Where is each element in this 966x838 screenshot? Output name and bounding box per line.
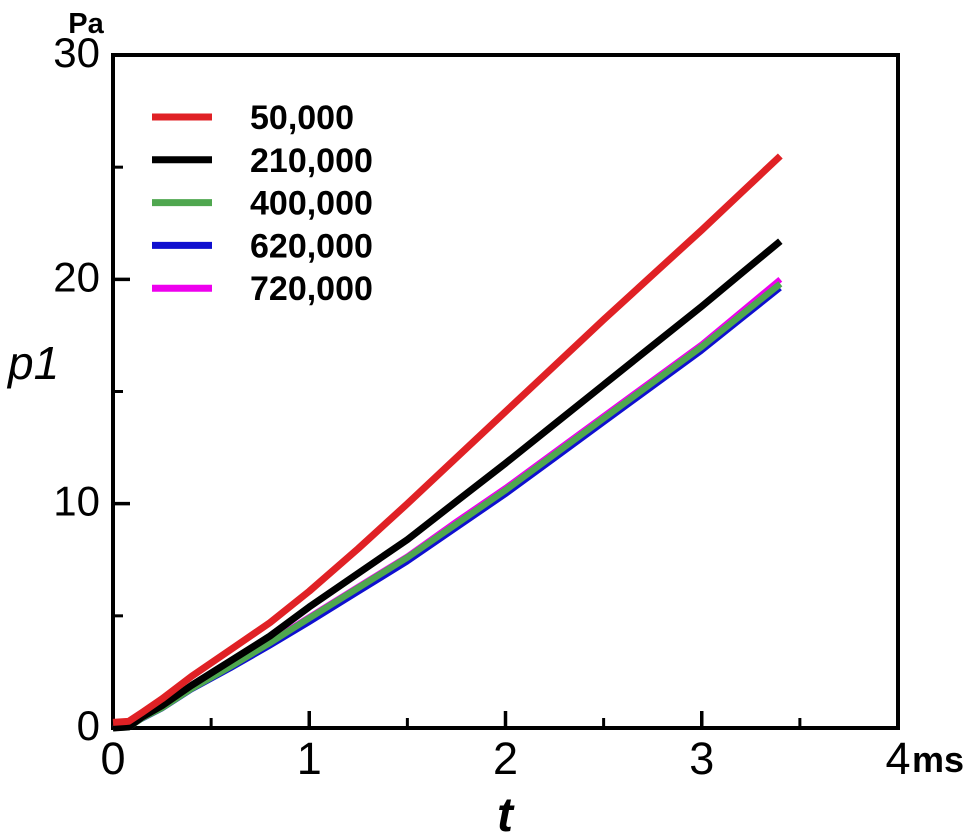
x-tick-label: 4 [885,733,910,784]
x-axis-unit-label: ms [912,739,964,780]
series-line-50,000 [112,153,783,726]
y-tick-label: 10 [53,478,100,525]
y-axis-unit-label: Pa [68,8,104,40]
x-tick-label: 2 [493,733,518,784]
x-axis-title: t [497,789,515,838]
legend-label-210,000: 210,000 [250,142,373,180]
legend-label-400,000: 400,000 [250,185,373,223]
y-axis-title: p1 [6,337,59,389]
series-line-210,000 [112,238,783,732]
x-tick-label: 0 [100,733,125,784]
legend-label-620,000: 620,000 [250,227,373,265]
legend-label-720,000: 720,000 [250,270,373,308]
y-tick-label: 20 [53,253,100,300]
x-tick-label: 3 [689,733,714,784]
y-tick-label: 0 [77,702,100,749]
legend-label-50,000: 50,000 [250,99,354,137]
x-tick-label: 1 [297,733,322,784]
y-tick-label: 30 [53,29,100,76]
